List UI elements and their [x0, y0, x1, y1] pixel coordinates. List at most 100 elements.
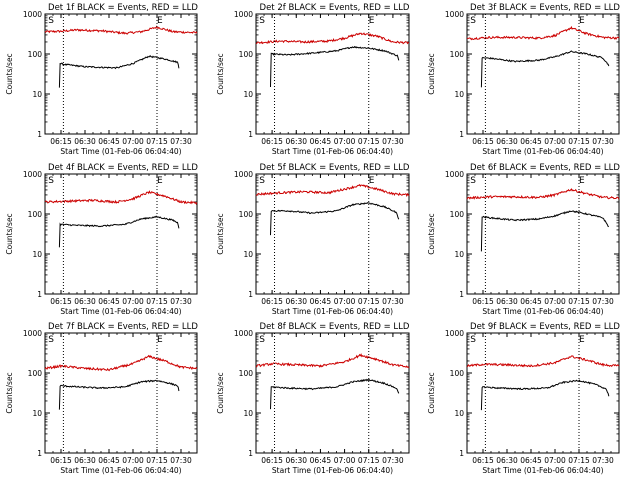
panel-5-ytick-label: 1 — [248, 290, 253, 299]
panel-3-ytick-label: 10 — [454, 90, 464, 99]
panel-4-series-events — [58, 215, 180, 248]
panel-2-ytick-label: 1000 — [234, 10, 253, 19]
panel-9-series-events — [480, 379, 610, 411]
panel-7-xtick-label: 07:00 — [122, 456, 144, 465]
panel-8-axes-frame — [255, 332, 410, 454]
panel-2-xtick-label: 07:15 — [358, 137, 380, 146]
panel-6-series-events — [480, 210, 609, 252]
panel-8-ytick-label: 100 — [239, 369, 254, 378]
panel-7: Det 7f BLACK = Events, RED = LLD 1 10 100 10… — [5, 322, 198, 475]
panel-2-marker-e: E — [369, 16, 375, 26]
panel-7-marker-e: E — [157, 335, 163, 345]
panel-2-title: Det 2f BLACK = Events, RED = LLD — [260, 3, 410, 13]
panel-2-xlabel: Start Time (01-Feb-06 06:04:40) — [272, 147, 393, 156]
panel-3-xtick-label: 06:30 — [496, 137, 518, 146]
panel-5-xtick-label: 06:45 — [310, 297, 332, 306]
panel-3-ytick-label: 1000 — [445, 10, 464, 19]
panel-3-ytick-label: 1 — [459, 130, 464, 139]
panel-1-xtick-label: 07:30 — [170, 137, 192, 146]
panel-9-xlabel: Start Time (01-Feb-06 06:04:40) — [482, 466, 603, 475]
panel-6-marker-s: S — [470, 176, 476, 186]
panel-6-series-lld — [466, 188, 620, 200]
panel-9-ylabel: Counts/sec — [427, 372, 436, 413]
panel-5-title: Det 5f BLACK = Events, RED = LLD — [260, 163, 410, 173]
panel-9-ytick-label: 1 — [459, 449, 464, 458]
panel-5-series-events — [269, 202, 400, 236]
panel-3-xlabel: Start Time (01-Feb-06 06:04:40) — [482, 147, 603, 156]
panel-8-xtick-label: 07:15 — [358, 456, 380, 465]
panel-8-series-events — [269, 378, 400, 410]
panel-5-ytick-label: 1000 — [234, 170, 253, 179]
panel-8-xtick-label: 07:30 — [382, 456, 404, 465]
panel-7-series-events — [58, 379, 180, 410]
panel-5-xtick-label: 07:00 — [334, 297, 356, 306]
panel-7-xtick-label: 07:30 — [170, 456, 192, 465]
panel-4-xtick-label: 06:45 — [98, 297, 120, 306]
panel-8-ytick-label: 1 — [248, 449, 253, 458]
panel-2-ylabel: Counts/sec — [216, 53, 225, 94]
panel-2-xtick-label: 06:15 — [261, 137, 283, 146]
panel-8-ylabel: Counts/sec — [216, 372, 225, 413]
panel-7-marker-s: S — [48, 335, 54, 345]
panel-9-axes-frame — [466, 332, 620, 454]
panel-9-ytick-label: 100 — [450, 369, 465, 378]
panel-6: Det 6f BLACK = Events, RED = LLD 1 10 100 10… — [427, 163, 620, 316]
panel-5-ylabel: Counts/sec — [216, 213, 225, 254]
panel-1-xtick-label: 06:15 — [50, 137, 72, 146]
panel-4-marker-e: E — [157, 176, 163, 186]
panel-8-xtick-label: 06:15 — [261, 456, 283, 465]
panel-7-xtick-label: 06:15 — [50, 456, 72, 465]
panel-1-xtick-label: 06:30 — [74, 137, 96, 146]
panel-1-title: Det 1f BLACK = Events, RED = LLD — [48, 3, 198, 13]
panel-4-series-lld — [44, 190, 198, 205]
panel-5-marker-e: E — [369, 176, 375, 186]
panel-3-series-events — [480, 50, 610, 88]
panel-4-xtick-label: 07:30 — [170, 297, 192, 306]
panel-3-xtick-label: 06:45 — [520, 137, 542, 146]
panel-4-ylabel: Counts/sec — [5, 213, 14, 254]
panel-3-ytick-label: 100 — [450, 50, 465, 59]
panel-1-ytick-label: 10 — [32, 90, 42, 99]
panel-4-xlabel: Start Time (01-Feb-06 06:04:40) — [60, 307, 181, 316]
panel-5-xlabel: Start Time (01-Feb-06 06:04:40) — [272, 307, 393, 316]
panel-6-xtick-label: 07:00 — [544, 297, 566, 306]
panel-9-xtick-label: 07:00 — [544, 456, 566, 465]
panel-9-ytick-label: 10 — [454, 409, 464, 418]
panel-4-ytick-label: 10 — [32, 250, 42, 259]
panel-8-xtick-label: 06:30 — [285, 456, 307, 465]
panel-6-xlabel: Start Time (01-Feb-06 06:04:40) — [482, 307, 603, 316]
panel-6-ytick-label: 1 — [459, 290, 464, 299]
panel-1: Det 1f BLACK = Events, RED = LLD 1 10 100 10… — [5, 3, 198, 156]
panel-4-axes-frame — [44, 173, 198, 295]
panel-1-marker-s: S — [48, 16, 54, 26]
panel-9-xtick-label: 06:30 — [496, 456, 518, 465]
panel-2-xtick-label: 07:00 — [334, 137, 356, 146]
panel-2-marker-s: S — [259, 16, 265, 26]
panel-1-xtick-label: 07:00 — [122, 137, 144, 146]
panel-6-xtick-label: 06:45 — [520, 297, 542, 306]
panel-8-xtick-label: 07:00 — [334, 456, 356, 465]
panel-4-xtick-label: 07:00 — [122, 297, 144, 306]
panel-2-axes-frame — [255, 13, 410, 135]
panel-6-ytick-label: 10 — [454, 250, 464, 259]
panel-5-xtick-label: 06:30 — [285, 297, 307, 306]
panel-1-ylabel: Counts/sec — [5, 53, 14, 94]
panel-9-title: Det 9f BLACK = Events, RED = LLD — [470, 322, 620, 332]
panel-3: Det 3f BLACK = Events, RED = LLD 1 10 100 10… — [427, 3, 620, 156]
panel-3-xtick-label: 07:15 — [568, 137, 590, 146]
panel-5-xtick-label: 07:15 — [358, 297, 380, 306]
panel-2-xtick-label: 06:30 — [285, 137, 307, 146]
panel-5-marker-s: S — [259, 176, 265, 186]
panel-1-series-lld — [44, 25, 198, 35]
panel-9-series-lld — [466, 355, 620, 368]
panel-7-ytick-label: 10 — [32, 409, 42, 418]
panel-6-xtick-label: 06:15 — [472, 297, 494, 306]
panel-8-title: Det 8f BLACK = Events, RED = LLD — [260, 322, 410, 332]
panel-5-axes-frame — [255, 173, 410, 295]
panel-6-marker-e: E — [579, 176, 585, 186]
panel-8-series-lld — [255, 353, 410, 369]
panel-8: Det 8f BLACK = Events, RED = LLD 1 10 100 10… — [216, 322, 410, 475]
panel-7-axes-frame — [44, 332, 198, 454]
panel-4-ytick-label: 1 — [37, 290, 42, 299]
panel-8-xlabel: Start Time (01-Feb-06 06:04:40) — [272, 466, 393, 475]
